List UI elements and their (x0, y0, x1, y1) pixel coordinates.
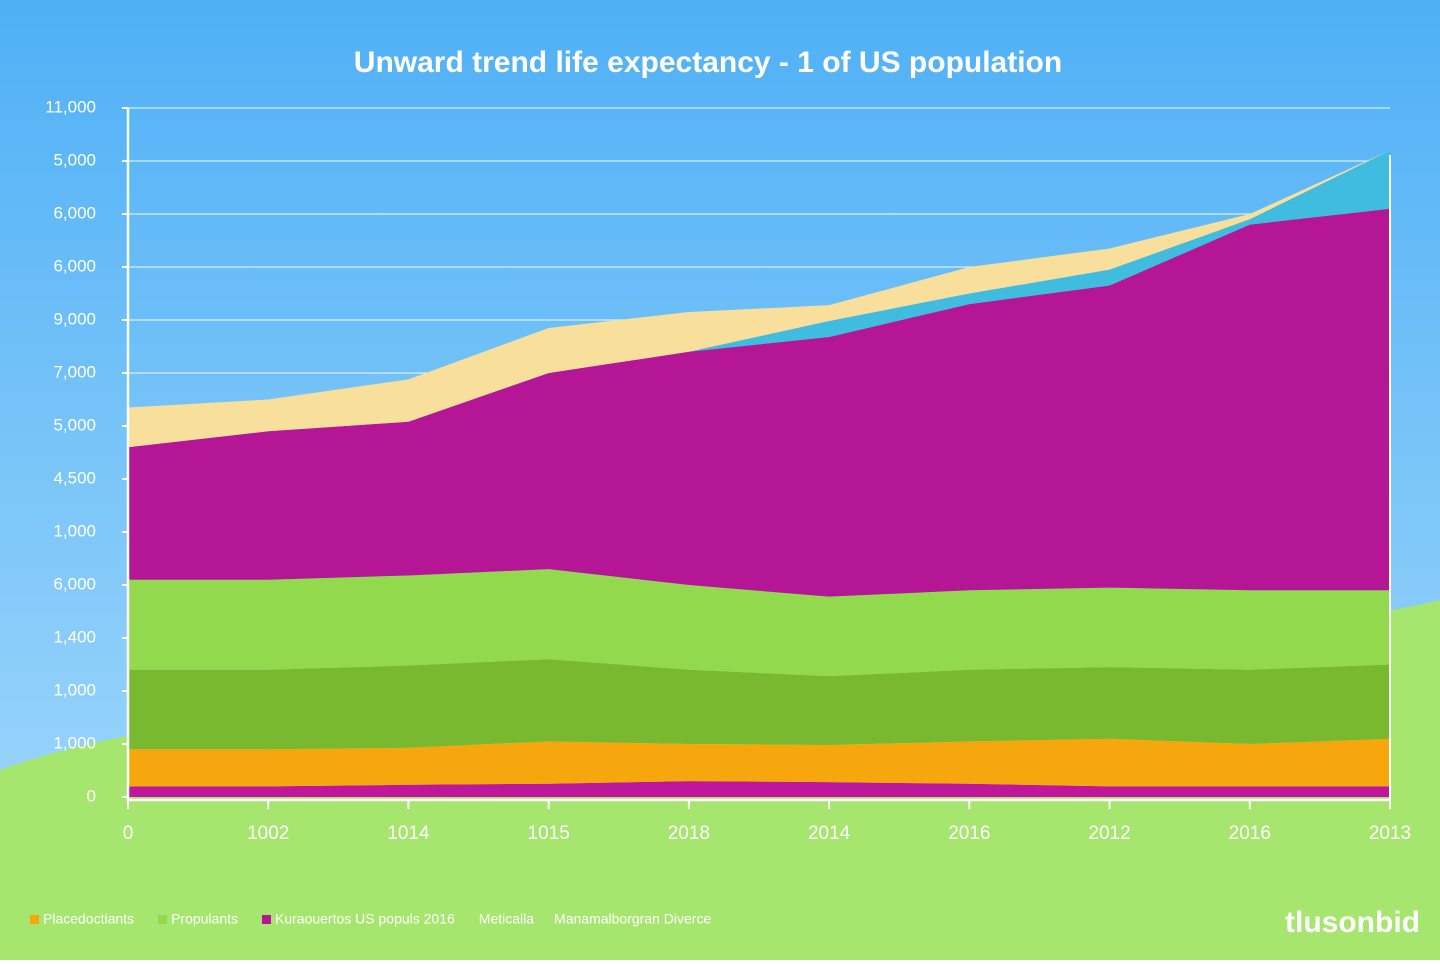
x-tick-label: 2013 (1369, 823, 1411, 844)
y-tick-label: 5,000 (53, 150, 96, 169)
area (128, 738, 1390, 787)
legend-label: Kuraouertos US populs 2016 (275, 911, 455, 927)
legend-note: Meticalla (479, 911, 534, 927)
y-tick-label: 11,000 (45, 97, 96, 116)
x-tick-label: 2016 (948, 823, 990, 844)
x-tick-label: 1002 (247, 823, 289, 844)
legend-swatch (30, 915, 39, 924)
legend-swatch (262, 915, 271, 924)
x-tick-label: 1014 (387, 823, 430, 844)
y-tick-label: 5,000 (53, 415, 96, 434)
chart-title: Unward trend life expectancy - 1 of US p… (354, 46, 1062, 79)
y-tick-label: 6,000 (53, 203, 96, 222)
x-tick-label: 2014 (808, 823, 851, 844)
y-tick-label: 0 (87, 786, 96, 805)
x-tick-label: 2012 (1088, 823, 1130, 844)
y-tick-label: 1,000 (53, 521, 96, 540)
area (128, 150, 1390, 448)
y-tick-label: 6,000 (53, 574, 96, 593)
y-tick-label: 1,000 (53, 733, 96, 752)
area (128, 569, 1390, 677)
area (128, 659, 1390, 750)
legend-label: Placedoctiants (43, 911, 134, 927)
x-tick-label: 2018 (668, 823, 710, 844)
x-tick-label: 2016 (1229, 823, 1271, 844)
y-tick-label: 1,400 (53, 627, 96, 646)
y-tick-label: 7,000 (53, 362, 96, 381)
y-tick-label: 6,000 (53, 256, 96, 275)
legend-note: Manamalborgran Diverce (554, 911, 711, 927)
watermark: tlusonbid (1285, 906, 1420, 939)
x-tick-label: 1015 (528, 823, 570, 844)
y-tick-label: 4,500 (53, 468, 96, 487)
y-tick-label: 9,000 (53, 309, 96, 328)
area (128, 781, 1390, 797)
y-tick-label: 1,000 (53, 680, 96, 699)
area (128, 208, 1390, 597)
legend-swatch (158, 915, 168, 924)
legend-label: Propulants (171, 911, 238, 927)
x-tick-label: 0 (123, 823, 134, 844)
